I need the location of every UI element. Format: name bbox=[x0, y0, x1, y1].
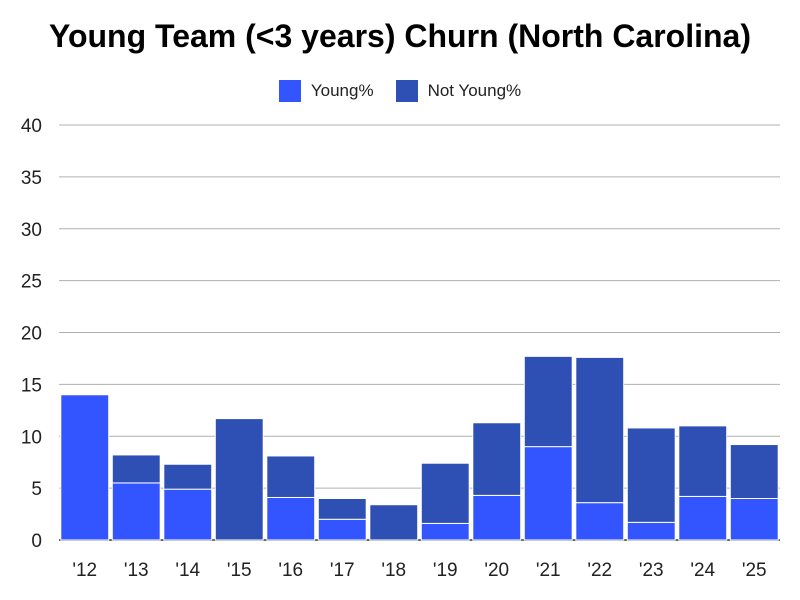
legend-label-young: Young% bbox=[310, 81, 374, 100]
x-tick-label: '14 bbox=[175, 560, 200, 581]
y-tick-label: 35 bbox=[21, 168, 42, 189]
legend-label-not-young: Not Young% bbox=[427, 81, 522, 100]
bar-not-young[interactable] bbox=[317, 498, 367, 520]
x-tick-label: '22 bbox=[587, 560, 612, 581]
bar-not-young[interactable] bbox=[523, 355, 573, 448]
x-tick-label: '19 bbox=[433, 560, 458, 581]
y-tick-label: 30 bbox=[21, 220, 42, 241]
bar-not-young[interactable] bbox=[575, 356, 625, 504]
bar-not-young[interactable] bbox=[369, 504, 419, 541]
bar-not-young[interactable] bbox=[163, 463, 213, 490]
legend-swatch-not-young bbox=[395, 80, 418, 102]
bar-young[interactable] bbox=[420, 522, 470, 541]
bar-not-young[interactable] bbox=[111, 454, 161, 484]
y-tick-label: 40 bbox=[21, 116, 42, 137]
bar-young[interactable] bbox=[163, 488, 213, 541]
x-tick-label: '23 bbox=[639, 560, 664, 581]
x-tick-label: '24 bbox=[690, 560, 715, 581]
x-tick-label: '15 bbox=[227, 560, 252, 581]
bar-not-young[interactable] bbox=[266, 455, 316, 498]
bar-not-young[interactable] bbox=[214, 418, 264, 541]
bar-young[interactable] bbox=[575, 502, 625, 541]
legend-item-not-young[interactable]: Not Young% bbox=[395, 80, 522, 102]
x-tick-label: '18 bbox=[381, 560, 406, 581]
bar-young[interactable] bbox=[266, 496, 316, 541]
bar-young[interactable] bbox=[729, 498, 779, 541]
y-tick-label: 15 bbox=[21, 375, 42, 396]
bar-young[interactable] bbox=[523, 446, 573, 541]
bar-young[interactable] bbox=[472, 494, 522, 541]
x-tick-label: '25 bbox=[742, 560, 767, 581]
bar-young[interactable] bbox=[626, 521, 676, 541]
bar-young[interactable] bbox=[317, 518, 367, 541]
x-tick-label: '16 bbox=[278, 560, 303, 581]
legend: Young% Not Young% bbox=[0, 80, 800, 102]
bar-not-young[interactable] bbox=[626, 427, 676, 523]
x-tick-label: '17 bbox=[330, 560, 355, 581]
bar-not-young[interactable] bbox=[678, 425, 728, 497]
legend-swatch-young bbox=[278, 80, 301, 102]
legend-item-young[interactable]: Young% bbox=[278, 80, 374, 102]
x-tick-label: '13 bbox=[124, 560, 149, 581]
y-axis-tick-labels: 0 5 10 15 20 25 30 35 40 bbox=[21, 116, 42, 552]
x-tick-label: '12 bbox=[72, 560, 97, 581]
y-tick-label: 5 bbox=[31, 479, 42, 500]
y-tick-label: 10 bbox=[21, 427, 42, 448]
x-axis-tick-labels: '12 '13 '14 '15 '16 '17 '18 '19 '20 '21 '22 '23 '24 '… bbox=[72, 560, 766, 581]
bar-young[interactable] bbox=[60, 394, 110, 541]
x-tick-label: '20 bbox=[484, 560, 509, 581]
bars bbox=[60, 355, 779, 541]
bar-not-young[interactable] bbox=[472, 422, 522, 496]
bar-not-young[interactable] bbox=[420, 462, 470, 524]
y-tick-label: 20 bbox=[21, 324, 42, 345]
chart-title: Young Team (<3 years) Churn (North Carol… bbox=[48, 18, 751, 54]
bar-young[interactable] bbox=[111, 482, 161, 541]
bar-not-young[interactable] bbox=[729, 444, 779, 499]
x-tick-label: '21 bbox=[536, 560, 561, 581]
y-tick-label: 0 bbox=[31, 531, 42, 552]
bar-young[interactable] bbox=[678, 495, 728, 541]
y-tick-label: 25 bbox=[21, 272, 42, 293]
